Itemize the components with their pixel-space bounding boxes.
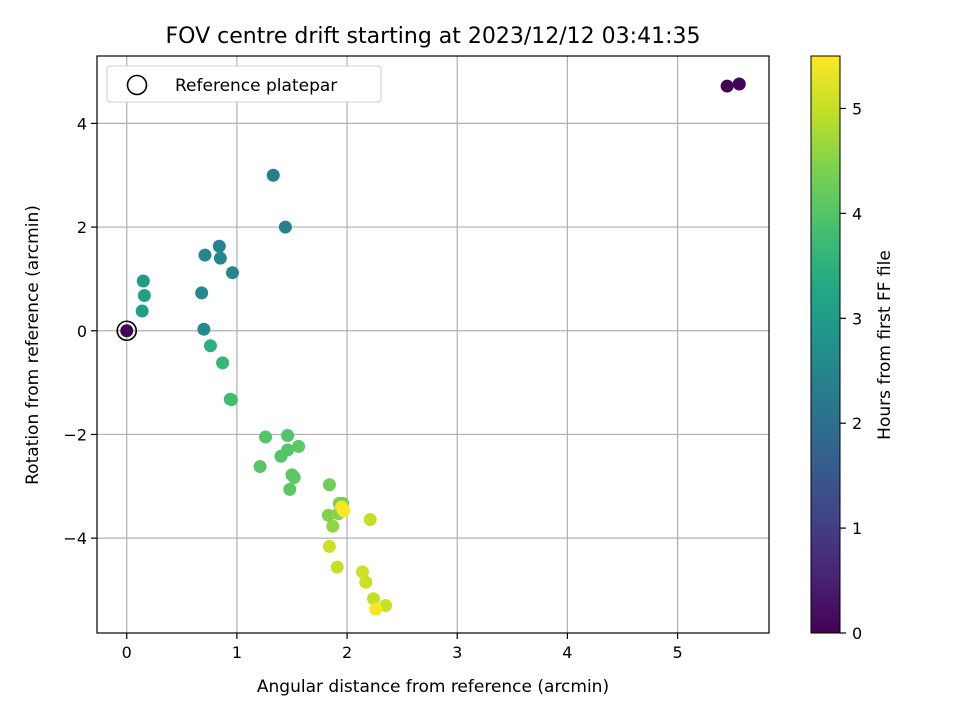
data-point [203,339,217,353]
data-point [216,356,230,370]
data-point [224,393,238,407]
data-point [321,508,335,522]
data-point [369,602,383,616]
data-point [212,239,226,253]
chart-title: FOV centre drift starting at 2023/12/12 … [166,24,701,49]
colorbar-tick-label: 1 [852,519,862,538]
legend-marker [126,74,148,96]
data-point [322,478,336,492]
colorbar-ticks: 0 1 2 3 4 5 [840,99,862,643]
y-tick-label: 2 [77,218,87,237]
data-point [287,470,301,484]
data-point [278,220,292,234]
data-point [266,168,280,182]
x-tick-label: 1 [232,643,242,662]
legend-label: Reference platepar [175,76,337,96]
data-point [283,482,297,496]
data-point [355,565,369,579]
data-point [322,539,336,553]
data-point [367,592,381,606]
data-point [337,504,351,518]
y-tick-label: 0 [77,322,87,341]
data-point [198,248,212,262]
colorbar-label: Hours from first FF file [875,250,895,440]
x-axis-ticks: 0 1 2 3 4 5 [122,633,683,662]
data-point [136,274,150,288]
y-tick-label: −2 [63,425,87,444]
data-point [213,251,227,265]
data-point [379,599,393,613]
x-tick-label: 0 [122,643,132,662]
x-tick-label: 2 [342,643,352,662]
y-tick-label: 4 [77,114,87,133]
data-point [135,304,149,318]
data-point [363,512,377,526]
colorbar-tick-label: 4 [852,204,862,223]
legend: Reference platepar [106,65,382,103]
data-point [195,286,209,300]
data-point [120,324,134,338]
data-point [330,560,344,574]
data-point [197,322,211,336]
data-point [326,519,340,533]
data-point [281,428,295,442]
x-tick-label: 3 [452,643,462,662]
data-point [720,79,734,93]
x-tick-label: 5 [672,643,682,662]
plot-area-frame [96,55,770,634]
data-point [359,575,373,589]
x-axis-label: Angular distance from reference (arcmin) [257,677,609,697]
colorbar-tick-label: 0 [852,624,862,643]
data-point [732,77,746,91]
grid-lines [97,56,769,633]
data-point [226,266,240,280]
colorbar-tick-label: 3 [852,309,862,328]
colorbar-tick-label: 5 [852,99,862,118]
y-axis-label: Rotation from reference (arcmin) [23,205,43,485]
data-point [259,430,273,444]
data-point [137,289,151,303]
colorbar-tick-label: 2 [852,414,862,433]
y-axis-ticks: −4 −2 0 2 4 [63,114,97,548]
x-tick-label: 4 [562,643,572,662]
reference-platepar-marker [116,320,138,342]
data-point [253,460,267,474]
y-tick-label: −4 [63,529,87,548]
data-point [274,449,288,463]
data-points [116,77,746,616]
colorbar [810,55,841,634]
data-point [292,439,306,453]
legend-box [106,65,382,103]
